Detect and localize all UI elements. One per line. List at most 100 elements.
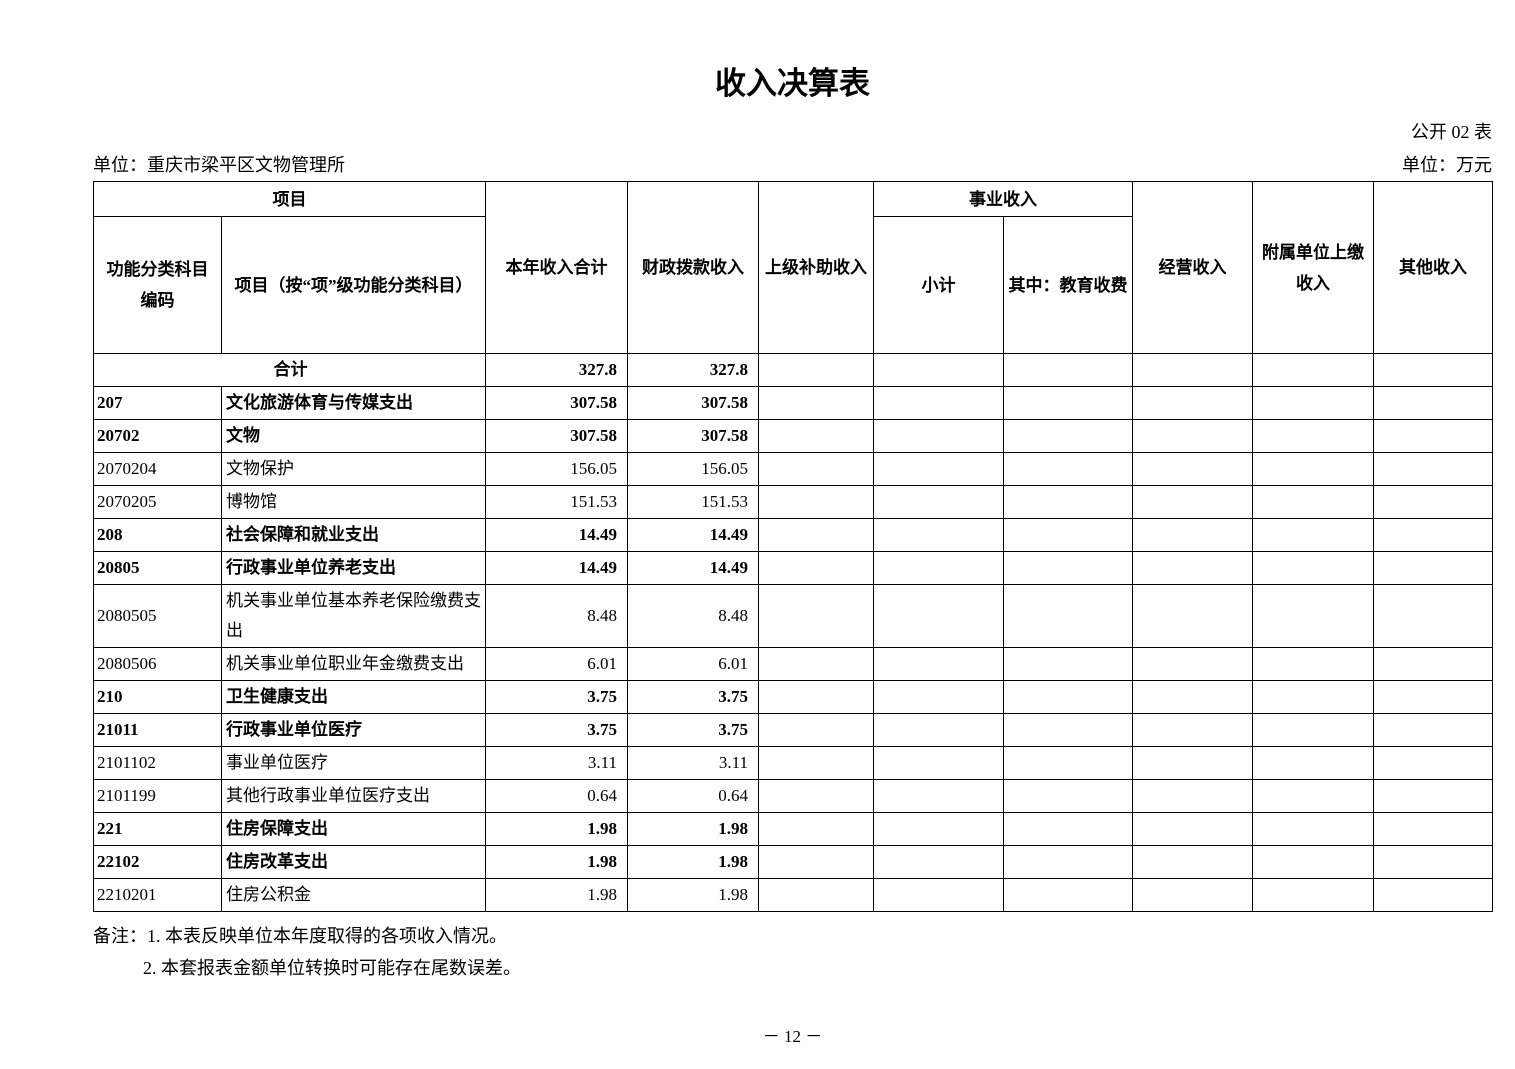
row-fiscal-grant: 3.11 (627, 746, 759, 780)
row-education-fee (1003, 518, 1133, 552)
row-fiscal-grant: 307.58 (627, 386, 759, 420)
row-item-name: 文物保护 (221, 452, 486, 486)
row-fiscal-grant: 8.48 (627, 584, 759, 648)
row-superior-subsidy (758, 647, 874, 681)
row-education-fee (1003, 779, 1133, 813)
row-superior-subsidy (758, 353, 874, 387)
page-title: 收入决算表 (715, 66, 870, 101)
row-operating-income (1132, 680, 1253, 714)
row-affiliated-remit (1252, 713, 1374, 747)
row-affiliated-remit (1252, 452, 1374, 486)
row-other-income (1373, 518, 1493, 552)
row-function-code: 20702 (93, 419, 222, 453)
row-business-subtotal (873, 647, 1004, 681)
table-row: 2080505 机关事业单位基本养老保险缴费支出 8.48 8.48 (93, 584, 1493, 648)
row-fiscal-grant: 1.98 (627, 845, 759, 879)
table-row: 208 社会保障和就业支出 14.49 14.49 (93, 518, 1493, 552)
header-row-1: 项目 本年收入合计 财政拨款收入 上级补助收入 事业收入 经营收入 附属单位上缴… (93, 181, 1493, 354)
row-business-subtotal (873, 551, 1004, 585)
row-item-name: 行政事业单位养老支出 (221, 551, 486, 585)
row-annual-total: 3.11 (485, 746, 628, 780)
header-other-income: 其他收入 (1373, 181, 1493, 354)
row-business-subtotal (873, 419, 1004, 453)
row-item-name: 住房保障支出 (221, 812, 486, 846)
row-affiliated-remit (1252, 812, 1374, 846)
table-row: 2210201 住房公积金 1.98 1.98 (93, 878, 1493, 912)
row-annual-total: 156.05 (485, 452, 628, 486)
row-operating-income (1132, 746, 1253, 780)
row-item-name: 文物 (221, 419, 486, 453)
row-other-income (1373, 452, 1493, 486)
row-superior-subsidy (758, 680, 874, 714)
row-annual-total: 1.98 (485, 812, 628, 846)
document-sheet: 收入决算表 公开 02 表 单位：重庆市梁平区文物管理所 单位：万元 项目 本年… (93, 0, 1493, 1046)
row-business-subtotal (873, 452, 1004, 486)
income-table: 项目 本年收入合计 财政拨款收入 上级补助收入 事业收入 经营收入 附属单位上缴… (93, 181, 1493, 912)
row-affiliated-remit (1252, 779, 1374, 813)
row-education-fee (1003, 746, 1133, 780)
row-item-name: 卫生健康支出 (221, 680, 486, 714)
row-fiscal-grant: 3.75 (627, 713, 759, 747)
row-function-code: 2080505 (93, 584, 222, 648)
row-other-income (1373, 584, 1493, 648)
table-row: 20805 行政事业单位养老支出 14.49 14.49 (93, 551, 1493, 585)
row-superior-subsidy (758, 746, 874, 780)
table-row: 20702 文物 307.58 307.58 (93, 419, 1493, 453)
table-row: 合计 327.8 327.8 (93, 353, 1493, 387)
row-business-subtotal (873, 845, 1004, 879)
row-other-income (1373, 878, 1493, 912)
row-operating-income (1132, 551, 1253, 585)
row-affiliated-remit (1252, 647, 1374, 681)
row-operating-income (1132, 812, 1253, 846)
row-business-subtotal (873, 485, 1004, 519)
row-function-code: 2101102 (93, 746, 222, 780)
row-fiscal-grant: 156.05 (627, 452, 759, 486)
row-annual-total: 1.98 (485, 878, 628, 912)
row-affiliated-remit (1252, 878, 1374, 912)
row-superior-subsidy (758, 713, 874, 747)
header-item-name: 项目（按“项”级功能分类科目） (221, 216, 486, 354)
table-row: 2070205 博物馆 151.53 151.53 (93, 485, 1493, 519)
row-business-subtotal (873, 812, 1004, 846)
row-annual-total: 3.75 (485, 713, 628, 747)
row-superior-subsidy (758, 878, 874, 912)
row-superior-subsidy (758, 845, 874, 879)
row-operating-income (1132, 584, 1253, 648)
row-other-income (1373, 812, 1493, 846)
header-education-fee: 其中：教育收费 (1003, 216, 1133, 354)
row-function-code: 2101199 (93, 779, 222, 813)
row-item-name: 事业单位医疗 (221, 746, 486, 780)
row-function-code: 208 (93, 518, 222, 552)
header-row-2: 功能分类科目编码 项目（按“项”级功能分类科目） 小计 其中：教育收费 (93, 216, 1493, 354)
row-education-fee (1003, 386, 1133, 420)
row-operating-income (1132, 878, 1253, 912)
row-affiliated-remit (1252, 746, 1374, 780)
table-row: 2070204 文物保护 156.05 156.05 (93, 452, 1493, 486)
row-item-name: 其他行政事业单位医疗支出 (221, 779, 486, 813)
row-other-income (1373, 845, 1493, 879)
header-affiliated-remit: 附属单位上缴收入 (1252, 181, 1374, 354)
row-business-subtotal (873, 746, 1004, 780)
table-code-label: 公开 02 表 (1411, 122, 1492, 142)
table-row: 207 文化旅游体育与传媒支出 307.58 307.58 (93, 386, 1493, 420)
row-education-fee (1003, 419, 1133, 453)
row-fiscal-grant: 6.01 (627, 647, 759, 681)
row-superior-subsidy (758, 452, 874, 486)
row-function-code: 210 (93, 680, 222, 714)
row-operating-income (1132, 713, 1253, 747)
row-operating-income (1132, 518, 1253, 552)
row-other-income (1373, 353, 1493, 387)
row-superior-subsidy (758, 779, 874, 813)
row-business-subtotal (873, 680, 1004, 714)
row-function-code: 207 (93, 386, 222, 420)
row-other-income (1373, 680, 1493, 714)
row-other-income (1373, 746, 1493, 780)
row-other-income (1373, 647, 1493, 681)
row-affiliated-remit (1252, 518, 1374, 552)
row-education-fee (1003, 485, 1133, 519)
row-education-fee (1003, 812, 1133, 846)
row-fiscal-grant: 327.8 (627, 353, 759, 387)
table-body: 合计 327.8 327.8 207 文化旅游体育与传媒支出 307.58 30… (93, 353, 1493, 912)
row-affiliated-remit (1252, 386, 1374, 420)
row-other-income (1373, 386, 1493, 420)
